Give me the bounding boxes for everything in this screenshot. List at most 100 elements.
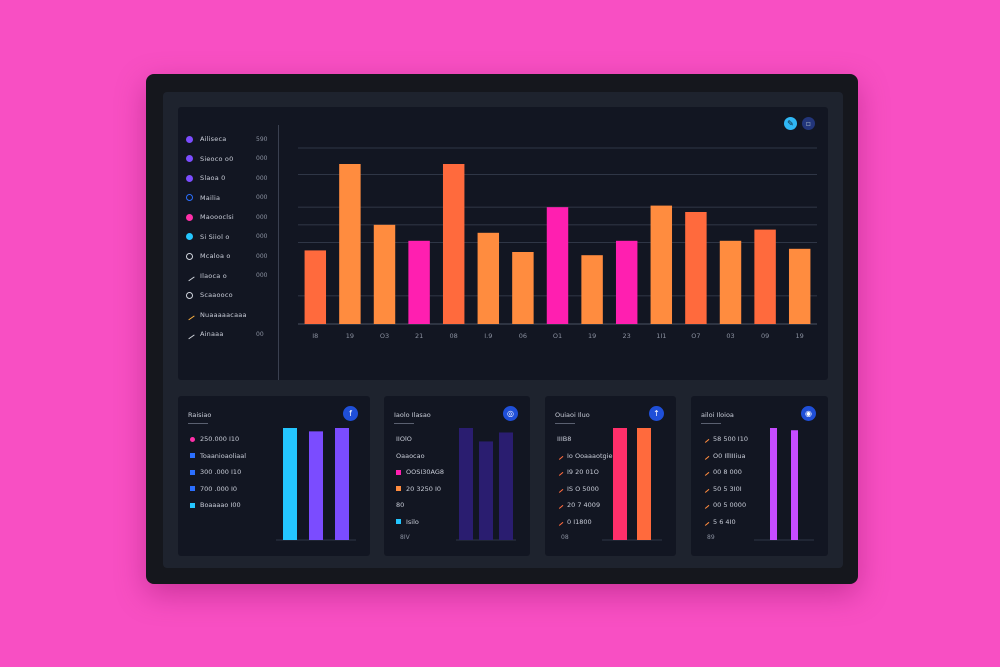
legend-item[interactable]: Nuaaaaacaaa (184, 308, 272, 322)
card-row: 5 6 4I0 (701, 517, 736, 527)
bar[interactable] (477, 232, 500, 324)
x-tick-label: 09 (761, 332, 769, 340)
legend-value: 000 (256, 194, 268, 201)
bar[interactable] (479, 441, 493, 540)
card-row-text: Toaanioaoliaal (200, 451, 247, 460)
row-marker-icon (190, 453, 195, 458)
card-row-text: 700 .000 I0 (200, 484, 238, 493)
x-tick-label: 19 (796, 332, 804, 340)
pen-icon (701, 484, 710, 493)
bar[interactable] (791, 430, 798, 540)
menu-icon[interactable]: ▫ (802, 117, 815, 130)
card-title-underline (394, 423, 414, 424)
summary-card[interactable]: Raisiao f 250.000 I10 Toaanioaoliaal 300 .00… (178, 396, 370, 556)
legend-divider (278, 125, 279, 380)
legend-label: Ainaaa (200, 330, 224, 338)
card-title: Ouiaoi Iluo (555, 411, 590, 419)
pen-icon (184, 309, 195, 320)
card-title-underline (188, 423, 208, 424)
card-row: Oaaocao (396, 451, 425, 461)
bar[interactable] (309, 431, 323, 540)
legend-item[interactable]: Slaoa 0 000 (186, 171, 272, 185)
bar[interactable] (283, 428, 297, 540)
bar[interactable] (499, 432, 513, 540)
legend-value: 000 (256, 155, 268, 162)
card-row: IIOlO (396, 434, 412, 444)
card-row: 0 I1800 (555, 517, 592, 527)
legend-dot-icon (186, 291, 193, 299)
legend-item[interactable]: Sieoco o0 000 (186, 152, 272, 166)
card-row: 300 .000 I10 (190, 467, 241, 477)
bar[interactable] (650, 205, 673, 324)
bar[interactable] (685, 212, 707, 324)
summary-card[interactable]: Iaolo Ilasao ◎ IIOlO Oaaocao OOSI30AG8 20 325… (384, 396, 530, 556)
x-tick-label: 19 (346, 332, 354, 340)
card-row: Isilo (396, 517, 419, 527)
bar[interactable] (408, 240, 430, 324)
bar[interactable] (335, 428, 349, 540)
bar[interactable] (512, 252, 534, 324)
card-row: 50 5 3I0I (701, 484, 742, 494)
legend-item[interactable]: Mailia 000 (186, 191, 272, 205)
row-marker-icon (190, 502, 195, 508)
pen-icon (701, 451, 710, 460)
card-title-underline (701, 423, 721, 424)
card-row: I9 20 01O (555, 467, 599, 477)
legend-value: 00 (256, 330, 264, 338)
bar[interactable] (459, 428, 473, 540)
card-menu-icon[interactable]: ◎ (503, 406, 518, 421)
card-title: Raisiao (188, 411, 212, 419)
bar[interactable] (373, 224, 396, 324)
bar[interactable] (754, 229, 776, 324)
legend-item[interactable]: Ailiseca 590 (186, 132, 272, 146)
legend-value: 000 (256, 233, 268, 240)
legend-item[interactable]: Ilaoca o 000 (184, 269, 272, 283)
legend-item[interactable]: Mcaloa o 000 (186, 249, 272, 263)
bar[interactable] (719, 240, 742, 324)
main-chart-panel (178, 107, 828, 380)
bar[interactable] (770, 428, 777, 540)
x-tick-label: 1I1 (656, 332, 666, 340)
card-footer-text: 08 (561, 534, 569, 541)
summary-card[interactable]: Ouiaoi Iluo ↑ IIIB8 Io Ooaaaotgie I9 20 01O I… (545, 396, 676, 556)
row-marker-icon (190, 436, 195, 442)
x-tick-label: O7 (691, 332, 700, 340)
legend-label: Nuaaaaacaaa (200, 310, 247, 319)
card-row: 00 8 000 (701, 467, 742, 477)
legend-dot-icon (186, 135, 193, 143)
card-row-text: I9 20 01O (567, 468, 599, 476)
bar[interactable] (615, 240, 638, 324)
x-tick-label: 03 (726, 332, 734, 340)
search-icon (184, 328, 195, 340)
bar[interactable] (637, 428, 651, 540)
pen-icon (555, 501, 564, 509)
card-row-text: 0 I1800 (567, 517, 592, 526)
x-tick-label: 23 (623, 332, 631, 340)
legend-dot-icon (186, 213, 193, 221)
pencil-icon[interactable]: ✎ (784, 117, 797, 130)
card-row: Io Ooaaaotgie (555, 451, 612, 461)
bar[interactable] (546, 207, 569, 324)
legend-value: 590 (256, 135, 268, 143)
legend-item[interactable]: Ainaaa 00 (184, 327, 272, 341)
bar[interactable] (339, 164, 361, 324)
legend-item[interactable]: Si Siiol o 000 (186, 230, 272, 244)
summary-card[interactable]: ailoi Iloioa ◉ 58 500 I10 O0 IllIIIiua 00 8 … (691, 396, 828, 556)
card-menu-icon[interactable]: ↑ (649, 406, 664, 421)
legend-value: 000 (256, 174, 268, 182)
legend-item[interactable]: Scaaooco (186, 288, 272, 302)
bar[interactable] (788, 248, 811, 324)
card-menu-icon[interactable]: ◉ (801, 406, 816, 421)
card-menu-icon[interactable]: f (343, 406, 358, 421)
x-tick-label: O1 (553, 332, 562, 340)
card-row-text: 50 5 3I0I (713, 484, 742, 493)
bar[interactable] (613, 428, 627, 540)
bar[interactable] (581, 255, 603, 324)
legend-dot-icon (186, 252, 193, 260)
legend-dot-icon (186, 194, 193, 201)
legend-item[interactable]: Maoooclsi 000 (186, 210, 272, 224)
card-footer-text: 8IV (400, 534, 410, 541)
bar[interactable] (442, 164, 465, 324)
card-row-text: 250.000 I10 (200, 435, 240, 443)
bar[interactable] (304, 250, 327, 324)
